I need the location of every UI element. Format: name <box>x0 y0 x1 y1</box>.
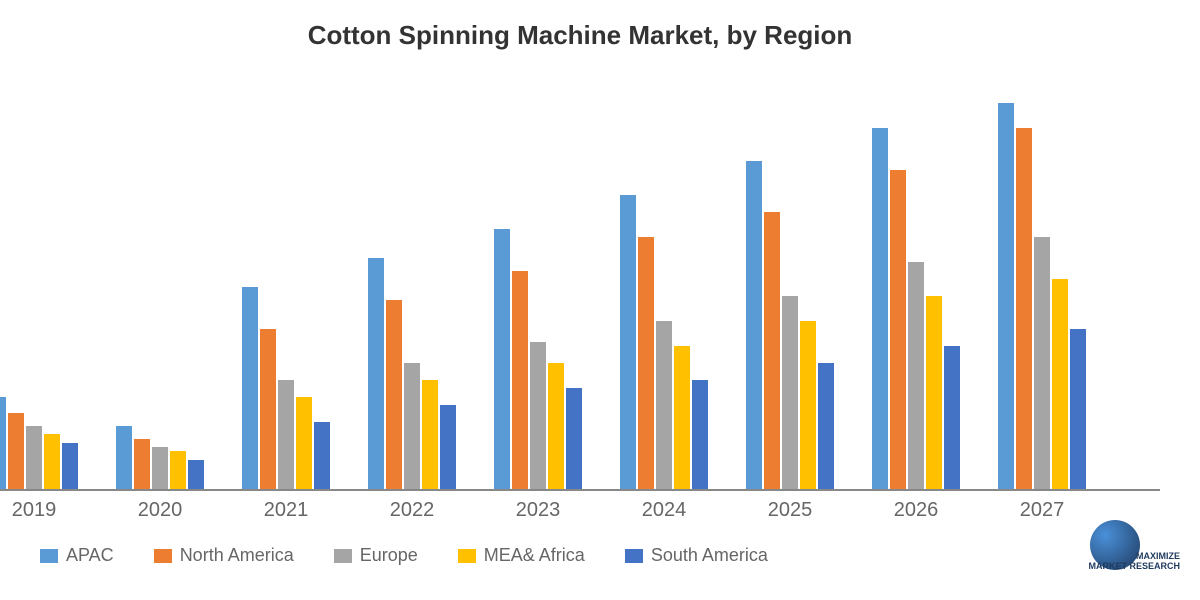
bar <box>134 439 150 489</box>
watermark-line1: MAXIMIZE <box>1136 551 1180 561</box>
x-label: 2023 <box>516 499 561 522</box>
x-label: 2022 <box>390 499 435 522</box>
year-group <box>368 258 456 489</box>
bar <box>674 346 690 489</box>
year-group <box>872 128 960 489</box>
bar <box>872 128 888 489</box>
year-group <box>746 161 834 489</box>
bar <box>62 443 78 489</box>
bar <box>692 380 708 489</box>
bar <box>656 321 672 489</box>
bar <box>530 342 546 489</box>
legend-swatch <box>334 549 352 563</box>
bar <box>746 161 762 489</box>
watermark-line2: MARKET RESEARCH <box>1088 561 1180 571</box>
bar <box>1034 237 1050 489</box>
bar <box>638 237 654 489</box>
legend-item: APAC <box>40 545 114 566</box>
bar <box>566 388 582 489</box>
bar <box>800 321 816 489</box>
legend-item: South America <box>625 545 768 566</box>
chart-title: Cotton Spinning Machine Market, by Regio… <box>0 20 1160 51</box>
legend-label: MEA& Africa <box>484 545 585 566</box>
legend-label: Europe <box>360 545 418 566</box>
x-axis-labels: 201920202021202220232024202520262027 <box>0 499 1160 529</box>
year-group <box>116 426 204 489</box>
legend-label: North America <box>180 545 294 566</box>
year-group <box>494 229 582 489</box>
bar <box>512 271 528 489</box>
bar <box>764 212 780 489</box>
watermark-logo: MAXIMIZE MARKET RESEARCH <box>1050 510 1180 580</box>
bar <box>1052 279 1068 489</box>
legend-swatch <box>154 549 172 563</box>
year-group <box>242 287 330 489</box>
bar <box>908 262 924 489</box>
bar <box>1016 128 1032 489</box>
legend: APAC North America Europe MEA& Africa South … <box>0 545 1160 566</box>
bar <box>44 434 60 489</box>
bar <box>782 296 798 489</box>
x-label: 2024 <box>642 499 687 522</box>
bar <box>152 447 168 489</box>
year-group <box>620 195 708 489</box>
bar <box>260 329 276 489</box>
bar <box>548 363 564 489</box>
bar <box>494 229 510 489</box>
bar <box>242 287 258 489</box>
x-label: 2019 <box>12 499 57 522</box>
watermark-text: MAXIMIZE MARKET RESEARCH <box>1088 552 1180 572</box>
plot-area <box>0 71 1160 491</box>
bar <box>0 397 6 489</box>
bar <box>8 413 24 489</box>
legend-swatch <box>40 549 58 563</box>
legend-item: North America <box>154 545 294 566</box>
bar <box>890 170 906 489</box>
x-label: 2021 <box>264 499 309 522</box>
legend-label: APAC <box>66 545 114 566</box>
legend-item: MEA& Africa <box>458 545 585 566</box>
bar <box>116 426 132 489</box>
x-label: 2025 <box>768 499 813 522</box>
year-group <box>0 397 78 489</box>
legend-label: South America <box>651 545 768 566</box>
year-group <box>998 103 1086 489</box>
bar <box>314 422 330 489</box>
x-label: 2026 <box>894 499 939 522</box>
bar <box>368 258 384 489</box>
bar <box>404 363 420 489</box>
bar <box>422 380 438 489</box>
bar <box>926 296 942 489</box>
x-label: 2020 <box>138 499 183 522</box>
bar <box>296 397 312 489</box>
bar <box>26 426 42 489</box>
bar <box>1070 329 1086 489</box>
bar <box>188 460 204 489</box>
legend-item: Europe <box>334 545 418 566</box>
bar <box>818 363 834 489</box>
chart-container: Cotton Spinning Machine Market, by Regio… <box>0 0 1200 600</box>
legend-swatch <box>458 549 476 563</box>
bar <box>440 405 456 489</box>
legend-swatch <box>625 549 643 563</box>
bar <box>170 451 186 489</box>
bar <box>386 300 402 489</box>
bar <box>944 346 960 489</box>
bar <box>278 380 294 489</box>
bar <box>620 195 636 489</box>
bar <box>998 103 1014 489</box>
